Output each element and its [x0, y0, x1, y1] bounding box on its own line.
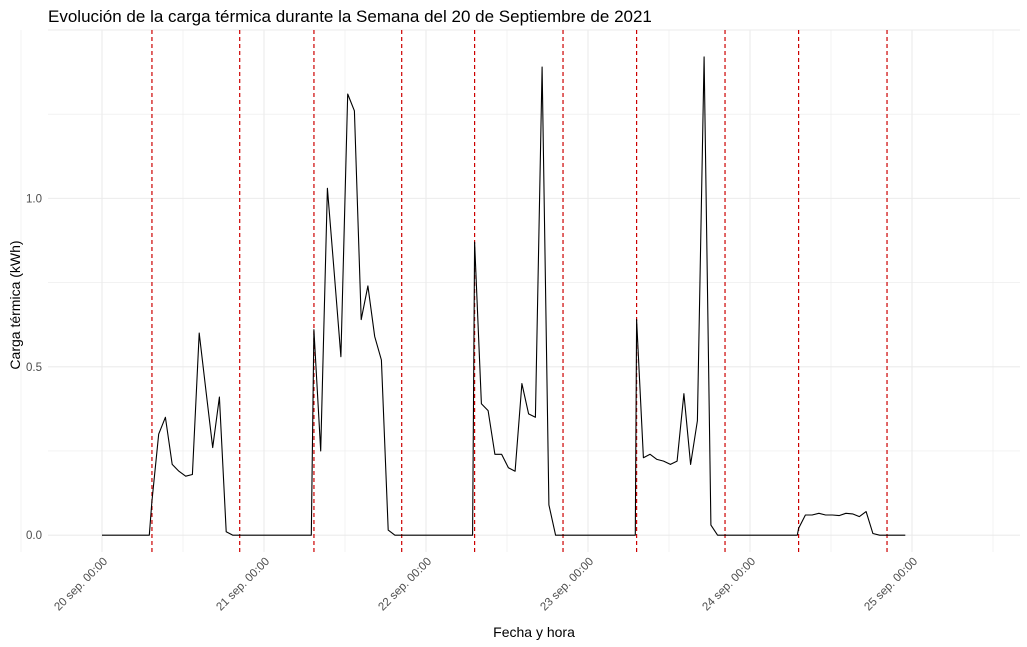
grid-lines — [20, 29, 1020, 552]
y-tick-label: 0.0 — [26, 530, 42, 542]
series-layer — [102, 56, 906, 536]
x-tick-label: 25 sep. 00:00 — [862, 556, 920, 614]
event-marker-lines — [151, 30, 888, 552]
y-axis-ticks: 0.0 0.5 1.0 — [26, 193, 42, 542]
x-axis-title: Fecha y hora — [493, 624, 575, 640]
x-tick-label: 21 sep. 00:00 — [214, 556, 272, 614]
y-axis-title: Carga térmica (kWh) — [7, 240, 23, 369]
x-tick-label: 23 sep. 00:00 — [538, 556, 596, 614]
x-axis-ticks: 20 sep. 00:00 21 sep. 00:00 22 sep. 00:00 2… — [52, 556, 920, 614]
x-tick-label: 22 sep. 00:00 — [376, 556, 434, 614]
y-tick-label: 0.5 — [26, 362, 42, 374]
y-tick-label: 1.0 — [26, 193, 42, 205]
chart-title: Evolución de la carga térmica durante la… — [48, 7, 652, 26]
x-tick-label: 20 sep. 00:00 — [52, 556, 110, 614]
x-tick-label: 24 sep. 00:00 — [700, 556, 758, 614]
series-line — [102, 56, 906, 536]
